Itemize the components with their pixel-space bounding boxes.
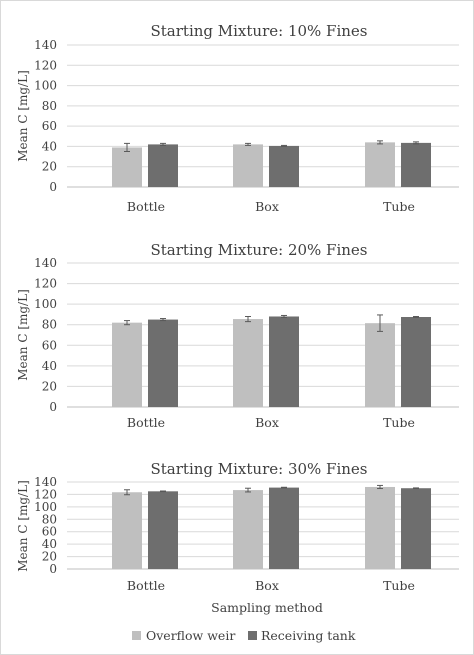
bar-overflow-weir-tube: [365, 142, 395, 187]
bar-receiving-tank-bottle: [148, 319, 178, 407]
chart-title: Starting Mixture: 20% Fines: [151, 241, 368, 259]
chart-title: Starting Mixture: 10% Fines: [151, 22, 368, 40]
y-tick-label: 0: [49, 562, 57, 576]
bar-overflow-weir-bottle: [112, 322, 142, 407]
y-axis-label: Mean C [mg/L]: [16, 70, 30, 162]
y-tick-label: 60: [42, 119, 57, 133]
category-label-tube: Tube: [383, 199, 415, 214]
bar-overflow-weir-bottle: [112, 147, 142, 187]
y-tick-label: 80: [42, 318, 57, 332]
y-tick-label: 80: [42, 512, 57, 526]
bar-receiving-tank-box: [269, 145, 299, 187]
bar-receiving-tank-tube: [401, 488, 431, 569]
y-tick-label: 100: [34, 500, 57, 514]
legend-label-receiving-tank: Receiving tank: [261, 628, 356, 643]
y-tick-label: 20: [42, 550, 57, 564]
bar-receiving-tank-bottle: [148, 144, 178, 187]
category-label-box: Box: [255, 199, 279, 214]
bar-receiving-tank-bottle: [148, 491, 178, 569]
y-tick-label: 20: [42, 379, 57, 393]
y-tick-label: 120: [34, 277, 57, 291]
chart-title: Starting Mixture: 30% Fines: [151, 460, 368, 478]
category-label-bottle: Bottle: [127, 578, 165, 593]
bar-overflow-weir-tube: [365, 486, 395, 569]
y-tick-label: 60: [42, 525, 57, 539]
category-label-box: Box: [255, 578, 279, 593]
y-tick-label: 80: [42, 99, 57, 113]
bar-receiving-tank-tube: [401, 142, 431, 187]
y-tick-label: 40: [42, 537, 57, 551]
bar-overflow-weir-box: [233, 319, 263, 407]
x-axis-label: Sampling method: [211, 600, 323, 615]
bar-overflow-weir-box: [233, 144, 263, 187]
category-label-tube: Tube: [383, 578, 415, 593]
chart-panel-3: Starting Mixture: 30% Fines0204060801001…: [16, 460, 459, 615]
y-tick-label: 140: [34, 475, 57, 489]
y-tick-label: 0: [49, 180, 57, 194]
chart-panel-2: Starting Mixture: 20% Fines 0 20 40 60 80 100 1…: [16, 241, 459, 430]
bar-receiving-tank-tube: [401, 317, 431, 407]
category-label-bottle: Bottle: [127, 199, 165, 214]
y-tick-label: 40: [42, 139, 57, 153]
y-tick-label: 0: [49, 400, 57, 414]
bar-overflow-weir-box: [233, 490, 263, 569]
category-label-box: Box: [255, 415, 279, 430]
category-label-tube: Tube: [383, 415, 415, 430]
y-tick-label: 60: [42, 338, 57, 352]
y-tick-label: 100: [34, 297, 57, 311]
bar-receiving-tank-box: [269, 316, 299, 407]
y-tick-label: 20: [42, 160, 57, 174]
y-tick-label: 120: [34, 58, 57, 72]
legend-swatch-overflow-weir: [132, 631, 141, 640]
y-tick-label: 120: [34, 487, 57, 501]
legend-label-overflow-weir: Overflow weir: [146, 628, 235, 643]
category-label-bottle: Bottle: [127, 415, 165, 430]
y-axis-label: Mean C [mg/L]: [16, 480, 30, 572]
y-tick-label: 140: [34, 256, 57, 270]
legend: Overflow weir Receiving tank: [132, 628, 356, 643]
chart-panel-1: Starting Mixture: 10% Fines 0 20 40 60 80 100 1…: [16, 22, 459, 214]
y-tick-label: 100: [34, 79, 57, 93]
legend-swatch-receiving-tank: [248, 631, 257, 640]
y-axis-label: Mean C [mg/L]: [16, 289, 30, 381]
y-tick-label: 140: [34, 38, 57, 52]
bar-overflow-weir-tube: [365, 323, 395, 407]
y-tick-label: 40: [42, 359, 57, 373]
bar-receiving-tank-box: [269, 487, 299, 569]
bar-overflow-weir-bottle: [112, 492, 142, 569]
